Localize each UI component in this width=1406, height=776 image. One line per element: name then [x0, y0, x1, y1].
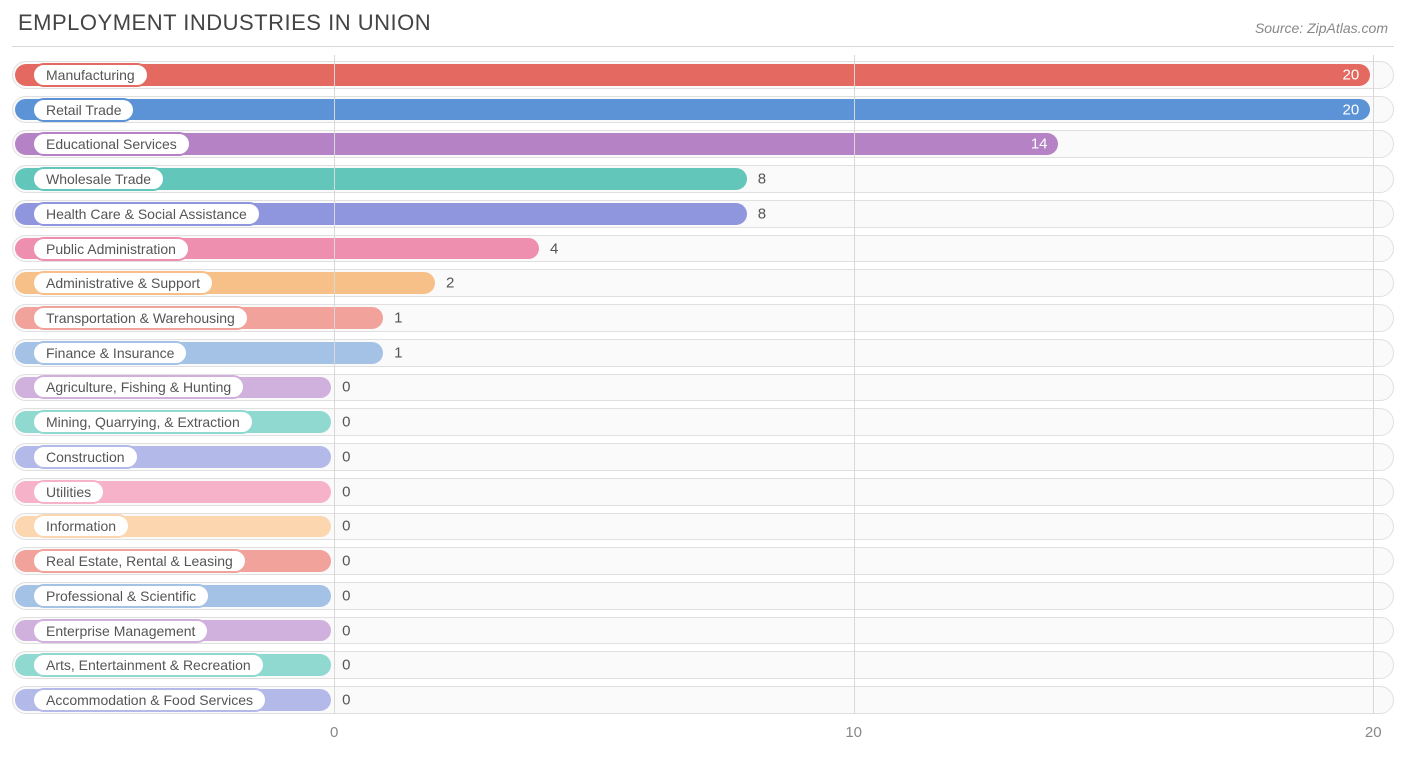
bar-value: 20 [1343, 66, 1360, 83]
chart-header: EMPLOYMENT INDUSTRIES IN UNION Source: Z… [12, 10, 1394, 36]
bar-row: 20 Retail Trade [12, 96, 1394, 124]
category-pill: Utilities [32, 480, 105, 504]
bar-fill [15, 64, 1370, 86]
bar-value: 8 [758, 205, 766, 222]
bar-value: 0 [342, 379, 350, 396]
bar-row: 0 Construction [12, 443, 1394, 471]
bar-value: 0 [342, 622, 350, 639]
bar-value: 4 [550, 240, 558, 257]
gridline [334, 55, 335, 714]
bar-value: 0 [342, 448, 350, 465]
bar-value: 0 [342, 692, 350, 709]
bar-row: 1 Finance & Insurance [12, 339, 1394, 367]
bar-value: 1 [394, 344, 402, 361]
category-pill: Mining, Quarrying, & Extraction [32, 410, 254, 434]
chart-area: 20Manufacturing20Retail Trade14Education… [12, 46, 1394, 746]
category-pill: Wholesale Trade [32, 167, 165, 191]
chart-bars: 20Manufacturing20Retail Trade14Education… [12, 61, 1394, 714]
bar-row: 0 Agriculture, Fishing & Hunting [12, 374, 1394, 402]
bar-row: 14 Educational Services [12, 130, 1394, 158]
bar-value: 0 [342, 483, 350, 500]
bar-value: 14 [1031, 136, 1048, 153]
bar-row: 20 Manufacturing [12, 61, 1394, 89]
category-pill: Administrative & Support [32, 271, 214, 295]
bar-value: 1 [394, 310, 402, 327]
bar-row: 0 Utilities [12, 478, 1394, 506]
chart-source: Source: ZipAtlas.com [1255, 20, 1388, 36]
gridline [1373, 55, 1374, 714]
category-pill: Agriculture, Fishing & Hunting [32, 375, 245, 399]
category-pill: Public Administration [32, 237, 190, 261]
category-pill: Accommodation & Food Services [32, 688, 267, 712]
bar-row: 1 Transportation & Warehousing [12, 304, 1394, 332]
category-pill: Real Estate, Rental & Leasing [32, 549, 247, 573]
category-pill: Retail Trade [32, 98, 135, 122]
bar-row: 0 Accommodation & Food Services [12, 686, 1394, 714]
bar-value: 0 [342, 414, 350, 431]
bar-value: 20 [1343, 101, 1360, 118]
category-pill: Arts, Entertainment & Recreation [32, 653, 265, 677]
bar-row: 8 Health Care & Social Assistance [12, 200, 1394, 228]
bar-row: 0 Enterprise Management [12, 617, 1394, 645]
category-pill: Transportation & Warehousing [32, 306, 249, 330]
category-pill: Information [32, 514, 130, 538]
bar-row: 0 Information [12, 513, 1394, 541]
bar-fill [15, 99, 1370, 121]
bar-row: 0 Mining, Quarrying, & Extraction [12, 408, 1394, 436]
bar-row: 0 Professional & Scientific [12, 582, 1394, 610]
category-pill: Health Care & Social Assistance [32, 202, 261, 226]
category-pill: Professional & Scientific [32, 584, 210, 608]
bar-row: 4 Public Administration [12, 235, 1394, 263]
bar-row: 0 Arts, Entertainment & Recreation [12, 651, 1394, 679]
chart-title: EMPLOYMENT INDUSTRIES IN UNION [18, 10, 431, 36]
bar-value: 2 [446, 275, 454, 292]
x-tick-label: 10 [845, 724, 862, 741]
category-pill: Educational Services [32, 132, 191, 156]
category-pill: Manufacturing [32, 63, 149, 87]
x-tick-label: 20 [1365, 724, 1382, 741]
bar-row: 8 Wholesale Trade [12, 165, 1394, 193]
chart-plot: 20Manufacturing20Retail Trade14Education… [12, 55, 1394, 746]
bar-row: 0 Real Estate, Rental & Leasing [12, 547, 1394, 575]
bar-value: 0 [342, 518, 350, 535]
bar-row: 2 Administrative & Support [12, 269, 1394, 297]
category-pill: Enterprise Management [32, 619, 209, 643]
category-pill: Finance & Insurance [32, 341, 188, 365]
x-tick-label: 0 [330, 724, 338, 741]
gridline [854, 55, 855, 714]
bar-value: 0 [342, 587, 350, 604]
category-pill: Construction [32, 445, 139, 469]
bar-value: 0 [342, 657, 350, 674]
bar-value: 8 [758, 171, 766, 188]
bar-value: 0 [342, 553, 350, 570]
x-axis: 0 10 20 [12, 718, 1394, 746]
